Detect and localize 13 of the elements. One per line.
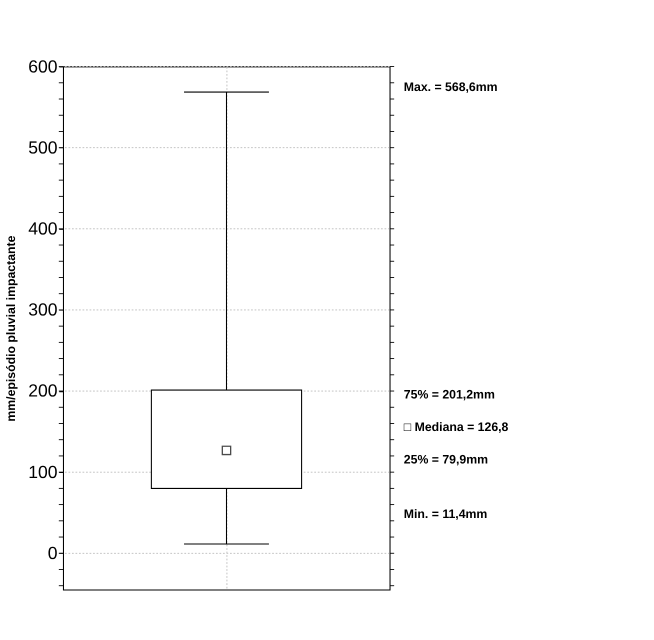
y-tick-label: 0 — [48, 542, 58, 563]
y-tick-label: 100 — [28, 462, 58, 482]
y-tick-label: 200 — [28, 380, 58, 401]
y-axis-title: mm/episódio pluvial impactante — [4, 235, 18, 422]
text: □ Mediana = 126,8 — [404, 420, 509, 434]
text: Min. = 11,4mm — [404, 506, 488, 521]
text: Max. = 568,6mm — [404, 80, 498, 94]
text: 25% = 79,9mm — [404, 452, 488, 467]
text: 75% = 201,2mm — [404, 388, 495, 402]
y-tick-label: 500 — [28, 137, 58, 158]
y-tick-label: 600 — [28, 56, 58, 76]
y-tick-label: 300 — [28, 300, 58, 320]
y-tick-label: 400 — [28, 218, 58, 239]
